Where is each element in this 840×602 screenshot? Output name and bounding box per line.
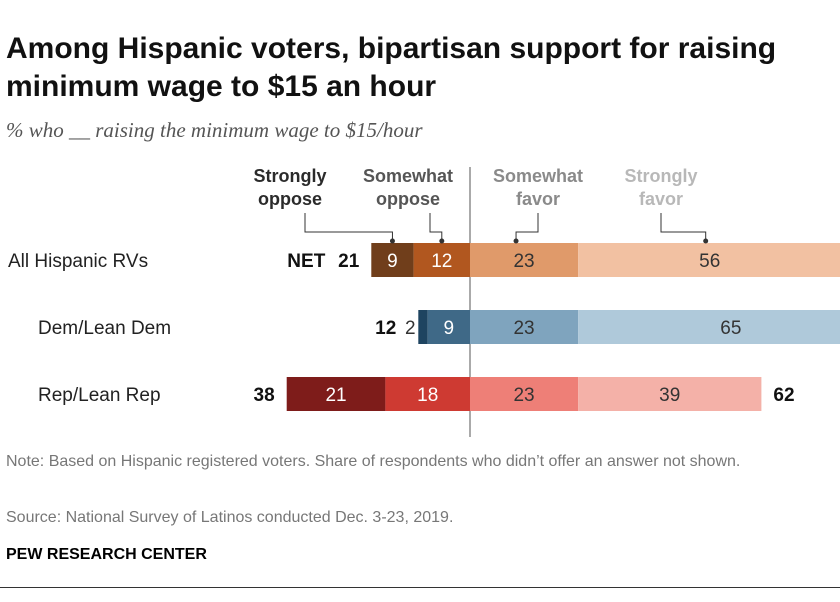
leader-line-somewhat-oppose	[429, 213, 443, 241]
source-text: Source: National Survey of Latinos condu…	[6, 509, 454, 526]
leader-dot	[513, 238, 519, 244]
leader-line-somewhat-favor	[515, 213, 539, 241]
leader-line-strongly-favor	[660, 213, 707, 241]
net-oppose-value: 38	[254, 385, 275, 406]
bar-somewhat-oppose	[413, 243, 470, 277]
bar-somewhat-favor	[470, 377, 579, 411]
bar-somewhat-favor	[470, 243, 579, 277]
data-label-strongly-oppose: 21	[325, 385, 346, 406]
legend-label-strongly-favor: Strongly favor	[624, 166, 697, 209]
bar-somewhat-favor	[470, 310, 579, 344]
note-text: Note: Based on Hispanic registered voter…	[6, 453, 741, 470]
data-label-strongly-favor: 39	[659, 385, 680, 406]
bar-strongly-oppose	[371, 243, 414, 277]
net-label-left: NET	[287, 251, 325, 272]
leader-dot	[703, 238, 709, 244]
leader-line-strongly-oppose	[304, 213, 393, 241]
category-label: Dem/Lean Dem	[38, 318, 171, 339]
data-label-strongly-oppose: 9	[387, 251, 398, 272]
data-label-somewhat-oppose: 18	[417, 385, 438, 406]
bar-strongly-favor	[578, 310, 840, 344]
legend-label-somewhat-favor: Somewhat favor	[493, 166, 583, 209]
top-border	[0, 0, 840, 3]
category-label: All Hispanic RVs	[8, 251, 148, 272]
bar-strongly-favor	[578, 243, 840, 277]
bar-strongly-favor	[578, 377, 762, 411]
bar-somewhat-oppose	[427, 310, 470, 344]
data-label-somewhat-oppose: 12	[431, 251, 452, 272]
data-label-somewhat-oppose: 9	[444, 318, 455, 339]
chart-subtitle: % who __ raising the minimum wage to $15…	[6, 118, 423, 142]
data-label-somewhat-favor: 23	[513, 251, 534, 272]
leader-dot	[389, 238, 395, 244]
net-favor-value: 62	[773, 385, 794, 406]
bar-somewhat-oppose	[385, 377, 470, 411]
data-label-strongly-favor: 65	[720, 318, 741, 339]
net-oppose-value: 12	[375, 318, 396, 339]
legend-label-somewhat-oppose: Somewhat oppose	[363, 166, 453, 209]
bar-strongly-oppose	[418, 310, 428, 344]
bottom-rule	[0, 587, 840, 588]
diverging-bar-chart: Strongly oppose Somewhat oppose Somewhat favo…	[8, 166, 840, 437]
data-label-somewhat-favor: 23	[513, 385, 534, 406]
data-label-somewhat-favor: 23	[513, 318, 534, 339]
brand-label: PEW RESEARCH CENTER	[6, 546, 207, 563]
net-oppose-value: 21	[338, 251, 360, 272]
data-label-strongly-favor: 56	[699, 251, 720, 272]
category-label: Rep/Lean Rep	[38, 385, 161, 406]
data-label-strongly-oppose: 2	[405, 318, 416, 339]
bar-strongly-oppose	[286, 377, 386, 411]
leader-dot	[439, 238, 445, 244]
legend-label-strongly-oppose: Strongly oppose	[253, 166, 326, 209]
chart-title: Among Hispanic voters, bipartisan suppor…	[6, 32, 777, 103]
